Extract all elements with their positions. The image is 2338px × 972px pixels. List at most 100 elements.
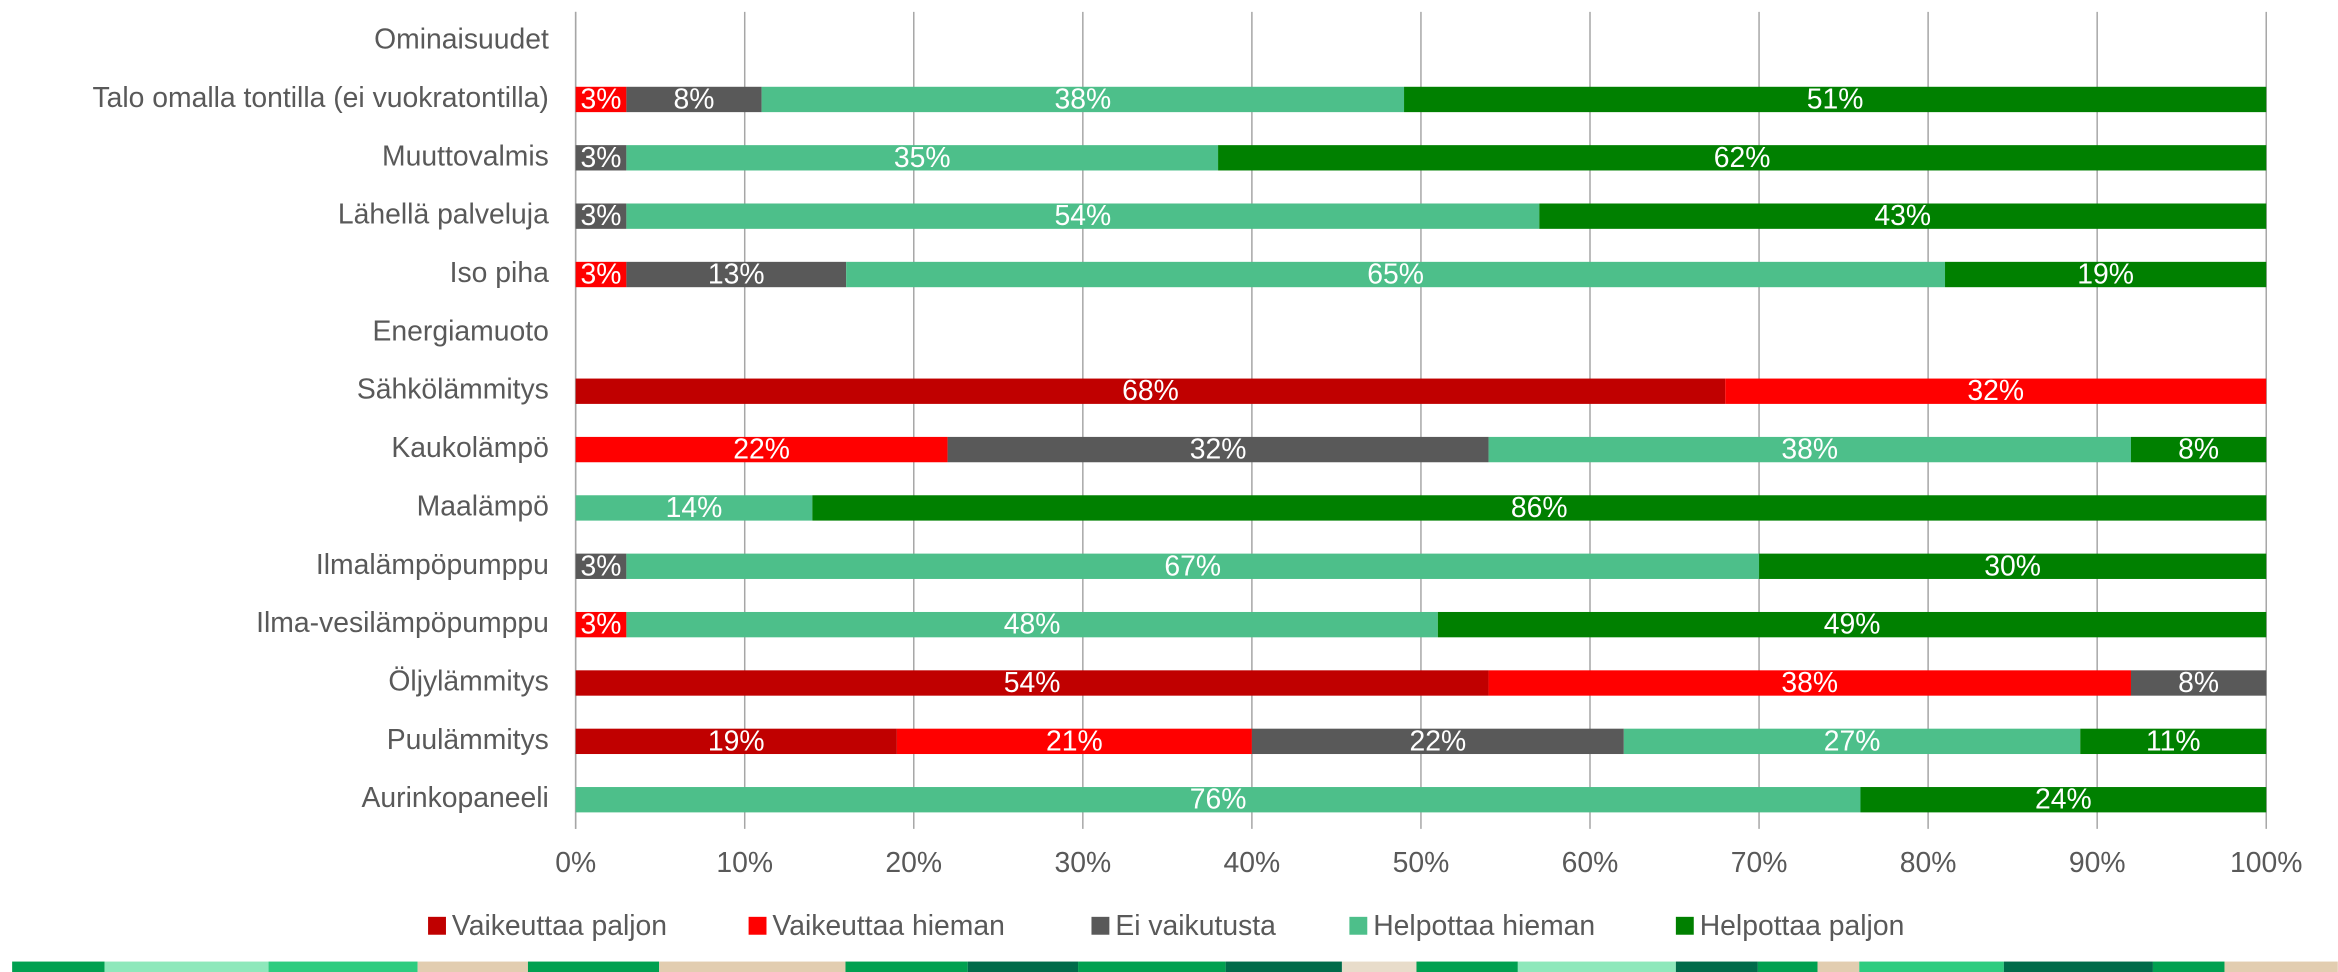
- bar-segment: [947, 436, 1489, 463]
- y-tick-label: Lähellä palveluja: [338, 199, 549, 231]
- bar-segment: [1539, 203, 2267, 229]
- y-tick-label: Energiamuoto: [373, 315, 549, 347]
- bar-segment: [575, 378, 1726, 404]
- data-label: 38%: [1781, 434, 1838, 466]
- y-tick-label: Iso piha: [450, 257, 549, 289]
- bar-segment: [626, 611, 1438, 638]
- bottom-stripe: [12, 961, 2338, 972]
- bar-segment: [626, 203, 1540, 229]
- data-label: 32%: [1967, 375, 2024, 407]
- bar-segment: [1725, 378, 2267, 404]
- x-tick-label: 60%: [1562, 847, 1619, 879]
- data-label: 86%: [1511, 492, 1568, 524]
- bar-segment: [1218, 145, 2267, 171]
- x-tick-label: 100%: [2230, 847, 2302, 879]
- data-label: 8%: [674, 83, 715, 115]
- data-label: 43%: [1874, 200, 1931, 232]
- y-tick-label: Sähkölämmitys: [357, 374, 549, 406]
- bar-segment: [1759, 553, 2267, 579]
- bar-segment: [575, 261, 627, 288]
- data-label: 14%: [666, 492, 723, 524]
- y-tick-label: Puulämmitys: [387, 724, 549, 756]
- bar-segment: [2130, 670, 2267, 696]
- legend-swatch: [1349, 916, 1368, 935]
- data-label: 3%: [581, 609, 622, 641]
- bar-segment: [575, 611, 627, 638]
- x-tick-label: 30%: [1054, 847, 1111, 879]
- data-label: 38%: [1781, 667, 1838, 699]
- data-label: 54%: [1004, 667, 1061, 699]
- legend-label: Vaikeuttaa paljon: [452, 910, 667, 942]
- x-tick-label: 70%: [1731, 847, 1788, 879]
- bar-segment: [575, 203, 627, 229]
- legend-swatch: [428, 916, 446, 935]
- data-label: 65%: [1367, 258, 1424, 290]
- bar-segment: [626, 261, 847, 288]
- bar-segment: [1437, 611, 2267, 638]
- bar-segment: [575, 86, 627, 113]
- bar-segment: [761, 86, 1405, 113]
- data-label: 30%: [1984, 550, 2041, 582]
- data-label: 62%: [1714, 142, 1771, 174]
- data-label: 8%: [2178, 667, 2219, 699]
- data-label: 3%: [581, 142, 622, 174]
- legend-label: Helpottaa paljon: [1700, 910, 1905, 942]
- data-label: 19%: [708, 725, 765, 757]
- bar-segment: [626, 145, 1219, 171]
- x-tick-label: 90%: [2069, 847, 2126, 879]
- data-label: 51%: [1807, 83, 1864, 115]
- x-tick-label: 50%: [1393, 847, 1450, 879]
- bar-segment: [575, 436, 948, 463]
- x-tick-label: 40%: [1224, 847, 1281, 879]
- data-label: 19%: [2077, 258, 2134, 290]
- bar-segment: [575, 670, 1489, 696]
- y-tick-label: Ominaisuudet: [374, 24, 549, 56]
- bar-segment: [846, 261, 1946, 288]
- x-tick-label: 10%: [716, 847, 773, 879]
- data-label: 22%: [1410, 725, 1467, 757]
- data-label: 32%: [1190, 434, 1247, 466]
- bar-segment: [626, 86, 762, 113]
- bar-segment: [575, 495, 813, 521]
- data-label: 3%: [581, 550, 622, 582]
- bar-segment: [2080, 728, 2267, 755]
- data-label: 3%: [581, 258, 622, 290]
- x-tick-label: 20%: [885, 847, 942, 879]
- bar-segment: [1404, 86, 2267, 113]
- bar-segment: [575, 728, 897, 755]
- bar-segment: [1860, 787, 2267, 813]
- bar-segment: [896, 728, 1252, 755]
- y-tick-label: Aurinkopaneeli: [362, 782, 549, 814]
- legend-swatch: [748, 916, 767, 935]
- y-tick-label: Muuttovalmis: [382, 140, 549, 172]
- data-label: 38%: [1054, 83, 1111, 115]
- y-tick-label: Kaukolämpö: [391, 432, 548, 464]
- data-label: 48%: [1004, 609, 1061, 641]
- y-tick-label: Talo omalla tontilla (ei vuokratontilla): [92, 82, 548, 114]
- legend-label: Helpottaa hieman: [1373, 910, 1595, 942]
- bar-segment: [812, 495, 2267, 521]
- bar-segment: [575, 553, 627, 579]
- legend-swatch: [1675, 916, 1694, 935]
- legend-swatch: [1091, 916, 1110, 935]
- data-label: 24%: [2035, 784, 2092, 816]
- bar-segment: [1488, 436, 2131, 463]
- data-label: 21%: [1046, 725, 1103, 757]
- data-label: 76%: [1190, 784, 1247, 816]
- data-label: 54%: [1054, 200, 1111, 232]
- data-label: 11%: [2146, 725, 2201, 757]
- data-label: 35%: [894, 142, 951, 174]
- data-label: 3%: [581, 200, 622, 232]
- bar-segment: [2130, 436, 2267, 463]
- data-label: 67%: [1164, 550, 1221, 582]
- x-tick-label: 0%: [555, 847, 596, 879]
- x-tick-label: 80%: [1900, 847, 1957, 879]
- data-label: 3%: [581, 83, 622, 115]
- y-tick-label: Ilma-vesilämpöpumppu: [256, 607, 549, 639]
- legend-label: Ei vaikutusta: [1115, 910, 1276, 942]
- bar-segment: [575, 787, 1861, 813]
- bar-segment: [1945, 261, 2267, 288]
- data-label: 8%: [2178, 434, 2219, 466]
- bar-segment: [1488, 670, 2131, 696]
